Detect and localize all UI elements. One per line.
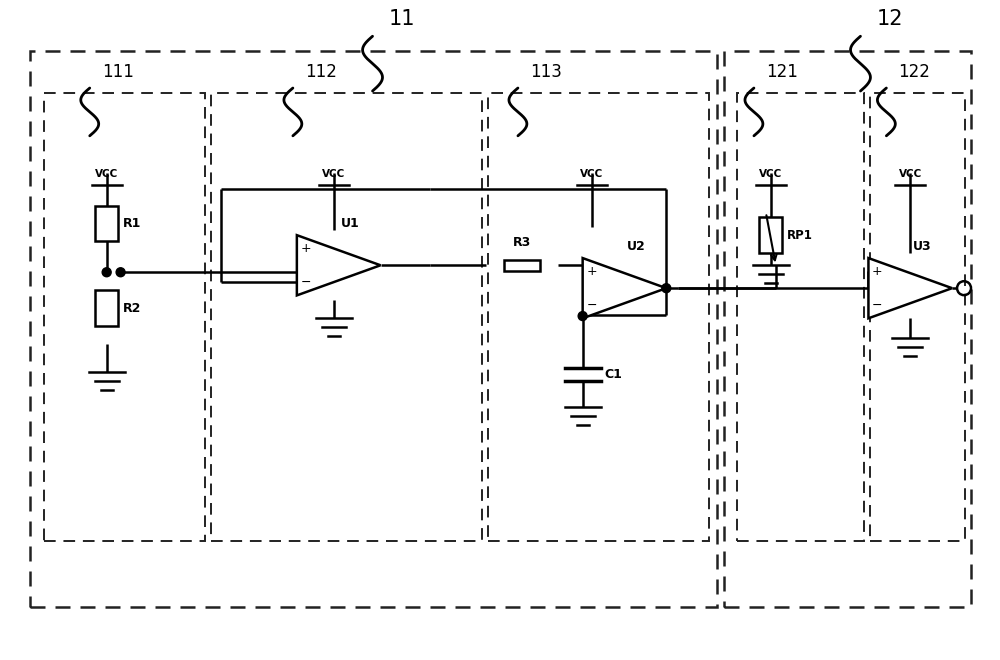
Text: −: − (301, 276, 311, 288)
Circle shape (578, 312, 587, 321)
Circle shape (102, 268, 111, 277)
Text: −: − (872, 298, 883, 312)
Text: +: + (586, 265, 597, 278)
Circle shape (116, 268, 125, 277)
Text: U2: U2 (627, 240, 646, 253)
Text: 121: 121 (766, 63, 798, 81)
Text: U1: U1 (341, 217, 360, 230)
Bar (759, 218, 782, 253)
Text: VCC: VCC (322, 169, 345, 179)
Text: C1: C1 (605, 368, 622, 381)
Text: 111: 111 (102, 63, 134, 81)
Bar (95, 290, 118, 326)
Circle shape (662, 284, 671, 292)
Bar (211, 93, 482, 541)
Bar (504, 259, 540, 271)
Bar (95, 205, 118, 242)
Polygon shape (868, 258, 952, 318)
Text: 11: 11 (389, 9, 416, 29)
Text: 113: 113 (530, 63, 562, 81)
Text: VCC: VCC (759, 169, 782, 179)
Text: +: + (872, 265, 883, 278)
Text: −: − (586, 298, 597, 312)
Text: R1: R1 (123, 217, 141, 230)
Text: +: + (301, 242, 311, 255)
Bar (30, 51, 717, 607)
Bar (737, 93, 864, 541)
Polygon shape (297, 235, 381, 296)
Bar (870, 93, 965, 541)
Bar (44, 93, 205, 541)
Text: VCC: VCC (899, 169, 922, 179)
Text: 12: 12 (877, 9, 904, 29)
Text: R2: R2 (123, 302, 141, 315)
Polygon shape (583, 258, 666, 318)
Text: RP1: RP1 (787, 229, 813, 242)
Bar (724, 51, 971, 607)
Text: VCC: VCC (580, 169, 603, 179)
Bar (488, 93, 709, 541)
Text: R3: R3 (513, 236, 531, 249)
Text: U3: U3 (913, 240, 932, 253)
Text: 112: 112 (305, 63, 337, 81)
Text: VCC: VCC (95, 169, 118, 179)
Text: 122: 122 (898, 63, 930, 81)
